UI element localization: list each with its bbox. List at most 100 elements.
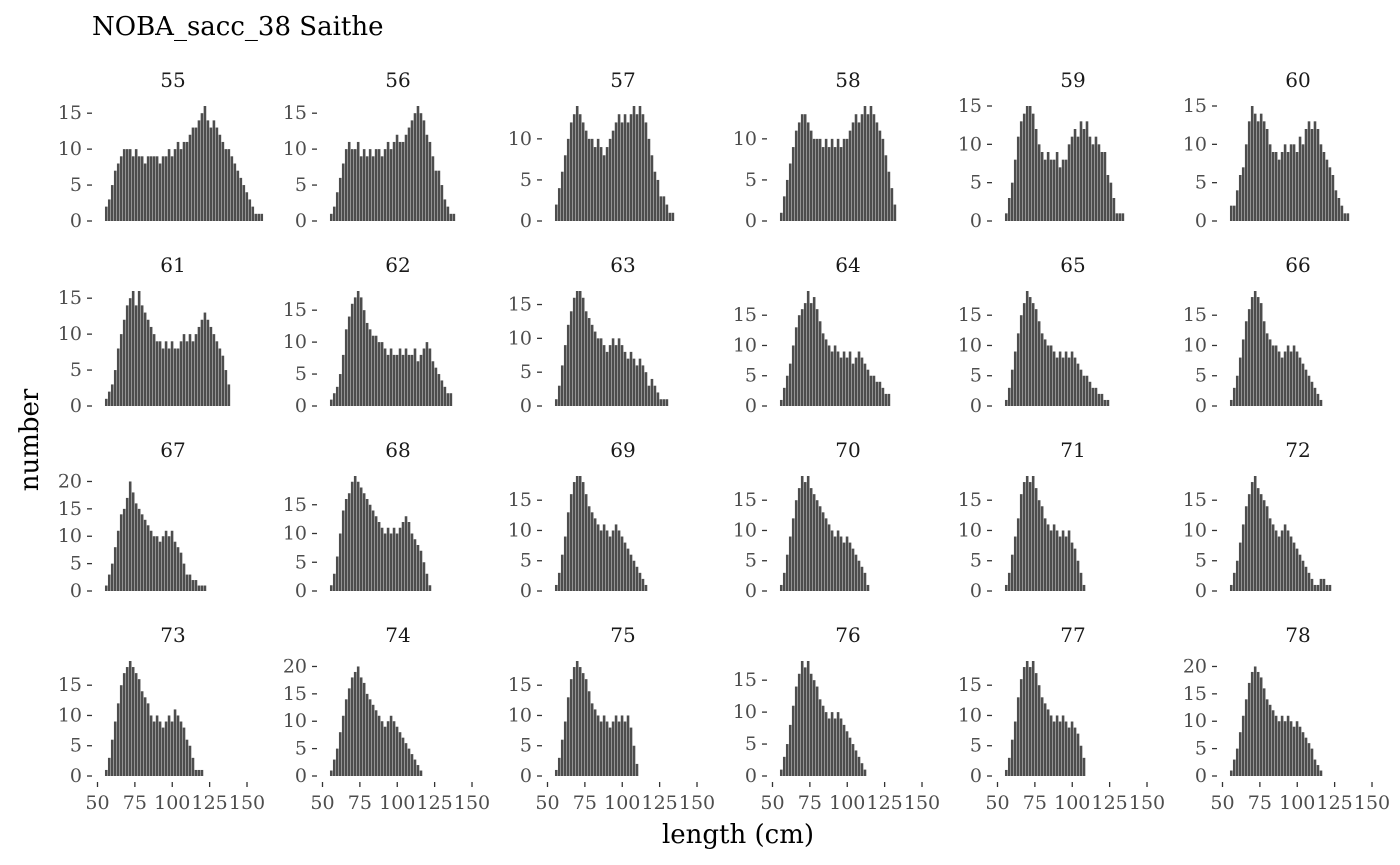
histogram-bar — [1037, 144, 1041, 221]
histogram-bar — [1304, 737, 1308, 776]
histogram-bar — [185, 341, 189, 406]
y-tick-label: 5 — [1195, 172, 1207, 194]
histogram-bar — [371, 704, 375, 776]
histogram-bar — [641, 578, 645, 591]
histogram-bar — [614, 524, 618, 591]
histogram-bar — [575, 476, 579, 591]
histogram-bar — [1019, 679, 1023, 776]
histogram-bar — [362, 493, 366, 591]
histogram-bar — [593, 147, 597, 221]
histogram-bar — [890, 188, 894, 221]
histogram-bar — [803, 303, 807, 406]
y-tick-label: 5 — [295, 738, 307, 760]
panel-label: 61 — [160, 253, 185, 277]
y-tick-label: 15 — [958, 95, 982, 117]
histogram-bar — [137, 508, 141, 591]
histogram-bar — [1244, 144, 1248, 221]
histogram-bar — [809, 303, 813, 406]
facet-panel: 72 0 5 10 15 — [1183, 438, 1332, 602]
histogram-bar — [1043, 339, 1047, 406]
histogram-bar — [863, 572, 867, 591]
histogram-bar — [149, 530, 153, 591]
y-tick-label: 0 — [1195, 395, 1207, 417]
histogram-bar — [182, 141, 186, 221]
histogram-bar — [1307, 743, 1311, 776]
panel-label: 70 — [835, 438, 860, 462]
histogram-bar — [131, 492, 135, 591]
histogram-bar — [1277, 721, 1281, 776]
histogram-bar — [230, 156, 234, 221]
histogram-bar — [1028, 667, 1032, 776]
histogram-bar — [362, 682, 366, 776]
histogram-bar — [1304, 566, 1308, 591]
histogram-bar — [164, 530, 168, 591]
histogram-bar — [821, 333, 825, 406]
histogram-bar — [1253, 291, 1257, 406]
facet-panel: 73 0 5 10 15 50 75 100 125 150 — [58, 623, 265, 814]
y-tick-label: 10 — [958, 519, 982, 541]
histogram-bar — [1325, 584, 1329, 591]
histogram-bar — [671, 212, 675, 221]
histogram-bar — [143, 312, 147, 406]
histogram-bar — [1268, 518, 1272, 591]
histogram-bar — [1043, 703, 1047, 776]
histogram-bar — [1070, 542, 1074, 591]
histogram-bar — [617, 721, 621, 776]
histogram-bar — [887, 171, 891, 221]
x-tick-label: 150 — [1129, 792, 1165, 814]
histogram-bar — [1295, 152, 1299, 221]
histogram-bar — [1256, 121, 1260, 221]
histogram-bar — [608, 727, 612, 776]
histogram-bar — [146, 525, 150, 591]
histogram-bar — [641, 114, 645, 221]
histogram-bar — [815, 500, 819, 591]
histogram-bar — [197, 769, 201, 776]
histogram-bar — [569, 494, 573, 591]
histogram-bar — [395, 726, 399, 776]
histogram-bar — [170, 156, 174, 221]
histogram-bar — [1040, 333, 1044, 406]
histogram-bar — [356, 291, 360, 406]
histogram-bar — [233, 163, 237, 221]
histogram-bar — [1106, 175, 1110, 221]
histogram-bar — [1289, 721, 1293, 776]
histogram-bar — [1034, 129, 1038, 221]
facet-panel: 68 0 5 10 15 — [283, 438, 432, 602]
histogram-bar — [605, 351, 609, 406]
histogram-bar — [584, 311, 588, 406]
histogram-bar — [413, 113, 417, 221]
histogram-bar — [377, 522, 381, 591]
histogram-bar — [572, 114, 576, 221]
histogram-bar — [1250, 671, 1254, 776]
histogram-bar — [419, 354, 423, 406]
histogram-bar — [1307, 121, 1311, 221]
histogram-bar — [632, 745, 636, 776]
histogram-bar — [554, 769, 558, 776]
histogram-bar — [1025, 661, 1029, 776]
histogram-bar — [1346, 213, 1350, 221]
histogram-bar — [860, 763, 864, 776]
histogram-bar — [641, 365, 645, 406]
histogram-bar — [335, 748, 339, 776]
histogram-bar — [1319, 578, 1323, 591]
histogram-bar — [206, 120, 210, 221]
histogram-bar — [344, 329, 348, 406]
y-tick-label: 10 — [1183, 519, 1207, 541]
histogram-bar — [437, 374, 441, 406]
histogram-bar — [110, 185, 114, 221]
histogram-bar — [1088, 381, 1092, 406]
histogram-bar — [824, 712, 828, 776]
histogram-bar — [146, 156, 150, 221]
histogram-bar — [578, 667, 582, 776]
histogram-bar — [368, 149, 372, 221]
histogram-bar — [1322, 152, 1326, 221]
histogram-bar — [656, 179, 660, 221]
histogram-bar — [1331, 175, 1335, 221]
histogram-bar — [560, 554, 564, 591]
histogram-bar — [1022, 482, 1026, 591]
histogram-bar — [155, 715, 159, 776]
histogram-bar — [893, 204, 897, 221]
x-tick-label: 125 — [1091, 792, 1127, 814]
histogram-bar — [818, 138, 822, 221]
histogram-bar — [191, 127, 195, 221]
